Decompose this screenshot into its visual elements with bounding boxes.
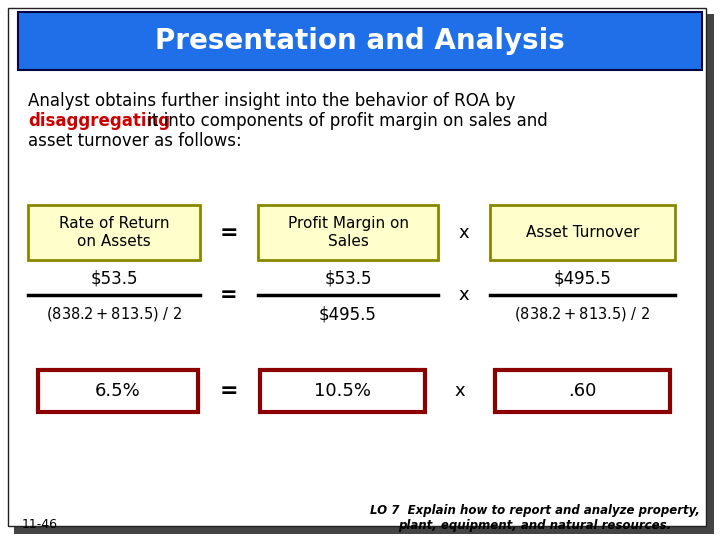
Text: LO 7  Explain how to report and analyze property,
plant, equipment, and natural : LO 7 Explain how to report and analyze p… — [370, 504, 700, 532]
FancyBboxPatch shape — [14, 14, 714, 534]
Text: x: x — [455, 382, 465, 400]
Text: Presentation and Analysis: Presentation and Analysis — [155, 27, 565, 55]
FancyBboxPatch shape — [28, 205, 200, 260]
FancyBboxPatch shape — [38, 370, 198, 412]
Text: Rate of Return
on Assets: Rate of Return on Assets — [59, 217, 169, 249]
Text: 11-46: 11-46 — [22, 518, 58, 531]
Text: asset turnover as follows:: asset turnover as follows: — [28, 132, 242, 150]
Text: 10.5%: 10.5% — [314, 382, 371, 400]
FancyBboxPatch shape — [18, 12, 702, 70]
Text: $495.5: $495.5 — [319, 305, 377, 323]
Text: $53.5: $53.5 — [90, 269, 138, 287]
FancyBboxPatch shape — [258, 205, 438, 260]
FancyBboxPatch shape — [490, 205, 675, 260]
Text: Analyst obtains further insight into the behavior of ROA by: Analyst obtains further insight into the… — [28, 92, 516, 110]
Text: x: x — [459, 224, 469, 241]
Text: ($838.2 + $813.5) / 2: ($838.2 + $813.5) / 2 — [514, 305, 651, 323]
Text: =: = — [220, 222, 238, 242]
Text: =: = — [220, 285, 238, 305]
Text: Asset Turnover: Asset Turnover — [526, 225, 639, 240]
Text: x: x — [459, 286, 469, 304]
Text: 6.5%: 6.5% — [95, 382, 141, 400]
Text: $53.5: $53.5 — [324, 269, 372, 287]
FancyBboxPatch shape — [8, 8, 706, 526]
Text: Profit Margin on
Sales: Profit Margin on Sales — [287, 217, 408, 249]
Text: .60: .60 — [568, 382, 597, 400]
Text: =: = — [220, 381, 238, 401]
Text: it into components of profit margin on sales and: it into components of profit margin on s… — [142, 112, 548, 130]
Text: ($838.2 + $813.5) / 2: ($838.2 + $813.5) / 2 — [46, 305, 182, 323]
Text: $495.5: $495.5 — [554, 269, 611, 287]
FancyBboxPatch shape — [260, 370, 425, 412]
Text: disaggregating: disaggregating — [28, 112, 170, 130]
FancyBboxPatch shape — [495, 370, 670, 412]
